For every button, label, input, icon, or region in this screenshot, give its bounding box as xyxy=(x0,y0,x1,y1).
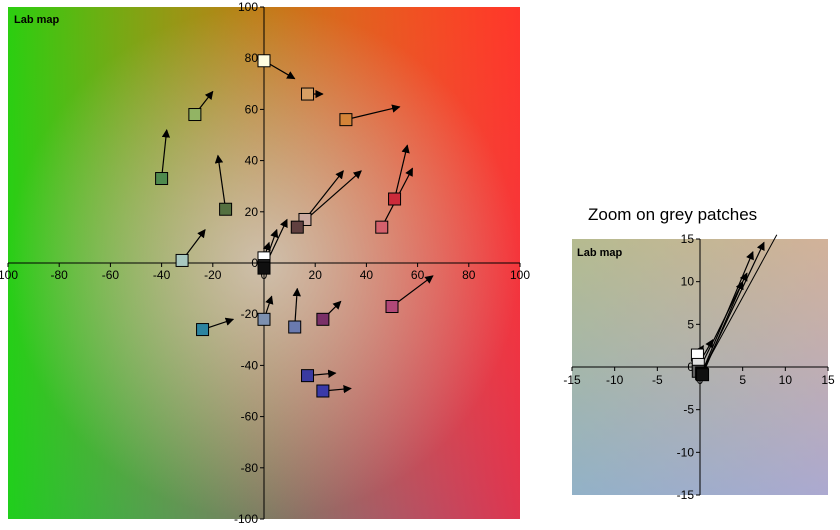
main-patch-marker xyxy=(155,172,169,186)
main-x-tick-label: -60 xyxy=(102,268,120,282)
main-y-tick-label: 80 xyxy=(245,51,259,65)
main-x-tick-label: 40 xyxy=(360,268,374,282)
main-y-tick-label: 40 xyxy=(245,154,259,168)
zoom-y-tick-label: 15 xyxy=(681,232,695,246)
zoom-x-tick-label: -5 xyxy=(652,373,663,387)
main-shift-arrow xyxy=(161,129,171,179)
main-patch-marker xyxy=(290,220,304,234)
zoom-arrows xyxy=(695,234,778,376)
zoom-points xyxy=(690,348,710,382)
main-patch-marker xyxy=(385,300,399,314)
main-x-tick-label: 60 xyxy=(411,268,425,282)
main-y-tick-label: 20 xyxy=(245,205,259,219)
main-patch-marker xyxy=(301,369,315,383)
main-patch-marker xyxy=(257,54,271,68)
zoom-y-tick-label: 0 xyxy=(687,360,694,374)
main-shift-arrow xyxy=(345,104,401,121)
zoom-x-tick-label: 10 xyxy=(779,373,793,387)
zoom-shift-arrow xyxy=(702,280,744,375)
main-x-tick-label: -20 xyxy=(204,268,222,282)
main-x-tick-label: -80 xyxy=(51,268,69,282)
main-patch-marker xyxy=(196,323,210,337)
main-patch-marker xyxy=(316,312,330,326)
zoom-x-tick-label: -15 xyxy=(563,373,581,387)
zoom-y-tick-label: -15 xyxy=(677,488,695,502)
main-x-tick-label: -40 xyxy=(153,268,171,282)
main-y-tick-label: -40 xyxy=(241,358,259,372)
main-lab-map: Lab map 100 -80 -60 -40 -20 0 20 40 60 80 100 -100 -… xyxy=(0,0,530,526)
main-points xyxy=(155,54,402,398)
main-x-tick-label: 80 xyxy=(462,268,476,282)
main-y-tick-label: -20 xyxy=(241,307,259,321)
zoom-y-tick-label: 5 xyxy=(687,317,694,331)
zoom-x-tick-label: -10 xyxy=(606,373,624,387)
main-x-tick-label: 100 xyxy=(510,268,530,282)
main-y-tick-label: 100 xyxy=(238,0,258,14)
main-x-tick-label: 20 xyxy=(309,268,323,282)
zoom-shift-arrow xyxy=(701,251,754,374)
main-patch-marker xyxy=(316,384,330,398)
main-patch-marker xyxy=(175,253,189,267)
zoom-y-tick-label: -5 xyxy=(683,403,694,417)
zoom-x-tick-label: 5 xyxy=(739,373,746,387)
zoom-plot-title: Lab map xyxy=(577,247,623,259)
main-patch-marker xyxy=(257,312,271,326)
zoom-heading: Zoom on grey patches xyxy=(588,205,757,224)
main-y-tick-label: 0 xyxy=(251,256,258,270)
main-arrows xyxy=(161,60,434,394)
zoom-y-tick-label: -10 xyxy=(677,445,695,459)
main-shift-arrow xyxy=(214,154,227,210)
main-y-tick-label: -100 xyxy=(234,512,258,526)
main-plot-title: Lab map xyxy=(14,14,60,26)
main-patch-marker xyxy=(339,113,353,127)
zoom-x-tick-label: 15 xyxy=(821,373,835,387)
main-y-tick-label: -60 xyxy=(241,410,259,424)
main-patch-marker xyxy=(219,202,233,216)
main-patch-marker xyxy=(188,108,202,122)
main-x-tick-label: 0 xyxy=(261,268,268,282)
main-shift-arrow xyxy=(391,275,434,307)
main-patch-marker xyxy=(375,220,389,234)
main-y-tick-label: 60 xyxy=(245,102,259,116)
main-x-tick-label: 100 xyxy=(0,268,18,282)
main-shift-arrow xyxy=(304,170,344,220)
main-patch-marker xyxy=(288,320,302,334)
main-y-tick-label: -80 xyxy=(241,461,259,475)
main-patch-marker xyxy=(301,87,315,101)
main-patch-marker xyxy=(388,192,402,206)
zoom-y-tick-label: 10 xyxy=(681,275,695,289)
main-patch-marker xyxy=(257,261,271,275)
zoom-patch-marker xyxy=(696,368,710,382)
main-shift-arrow xyxy=(393,144,410,200)
